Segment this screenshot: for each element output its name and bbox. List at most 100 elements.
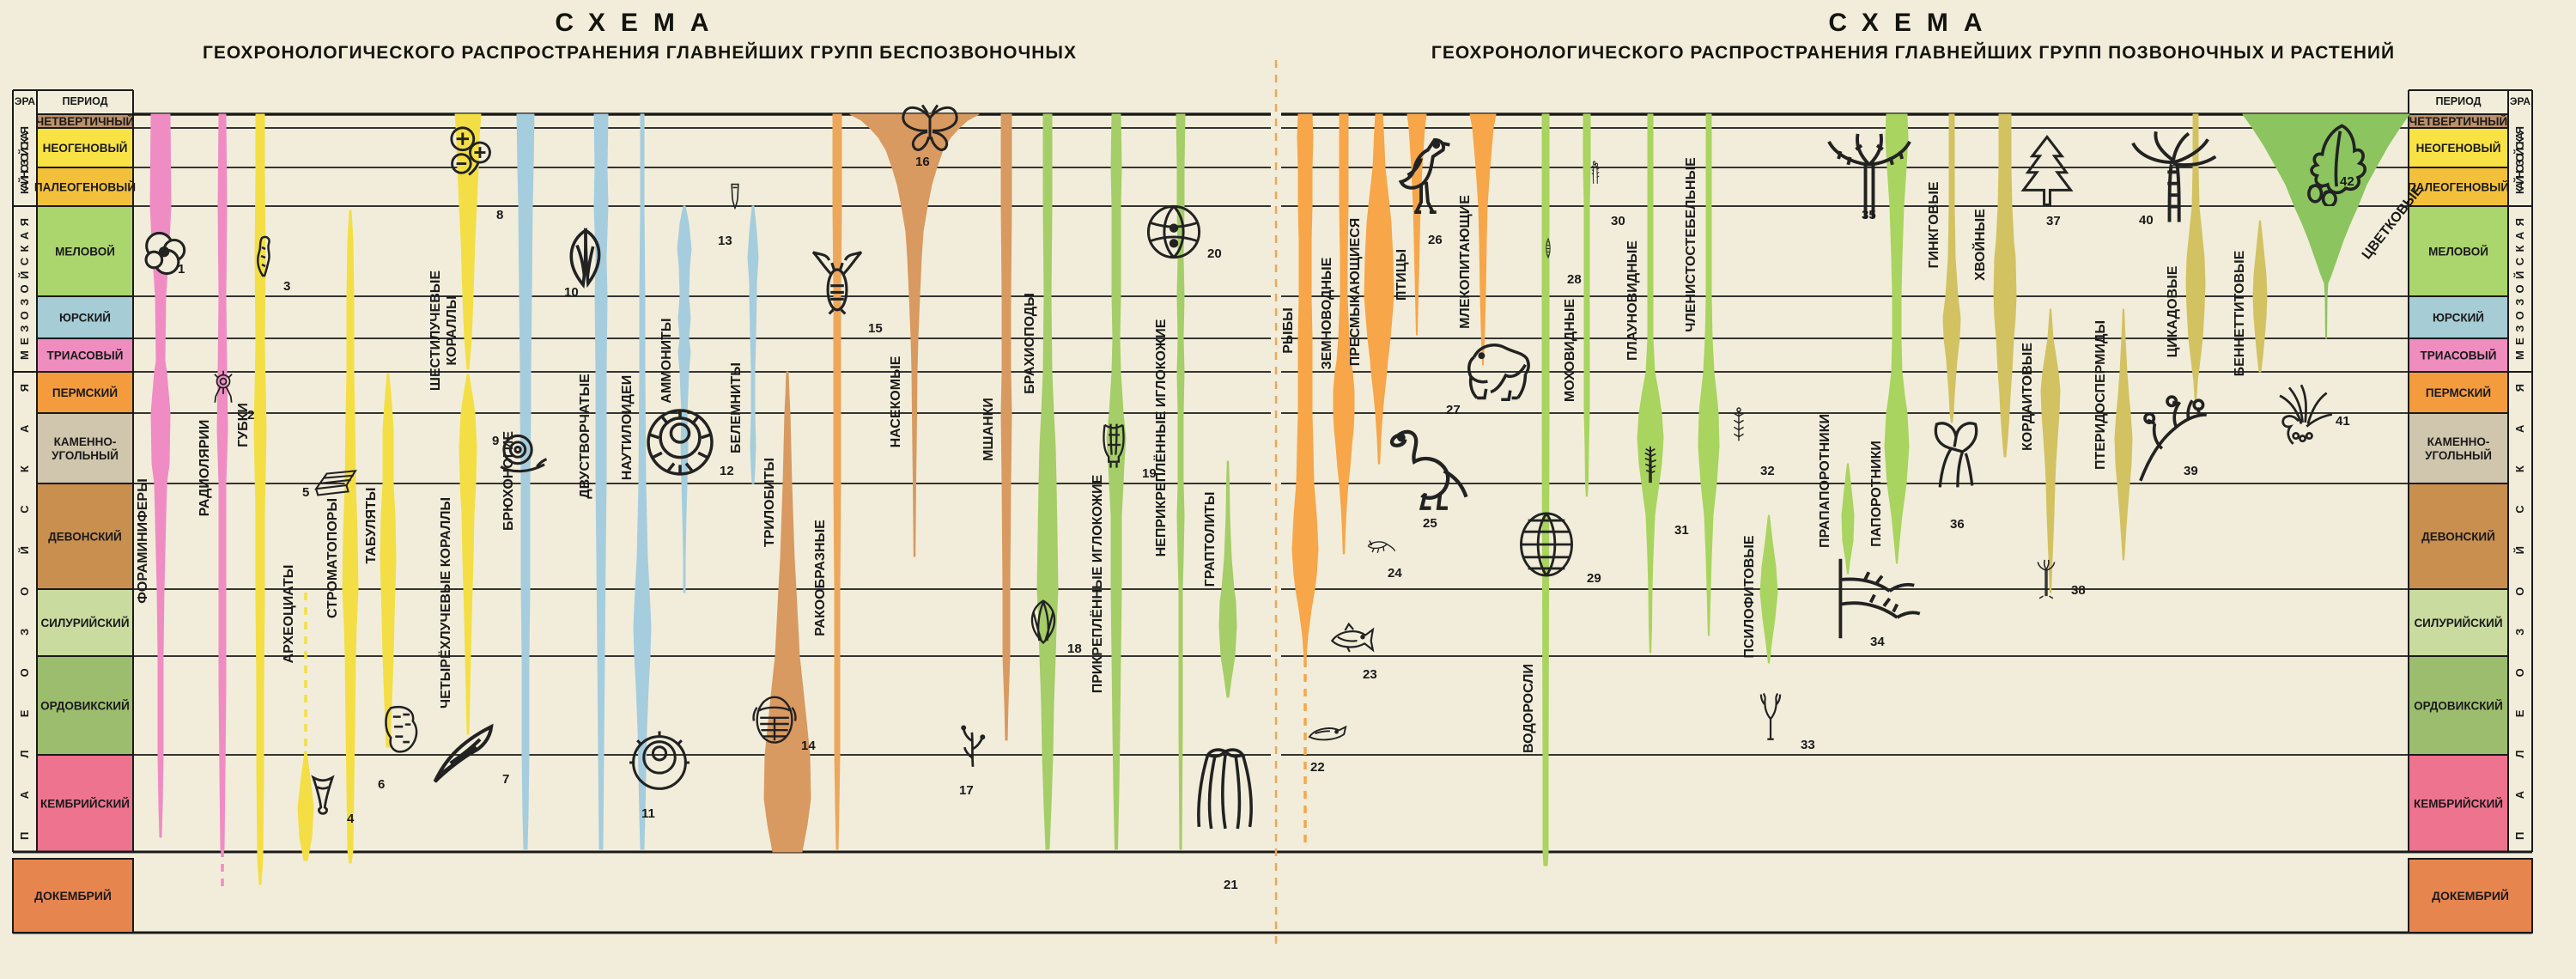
period-label-left-7: КАМЕННО-УГОЛЬНЫЙ [52,435,118,462]
spindle-label-free-echinoderms: НЕПРИКРЕПЛЁННЫЕ ИГЛОКОЖИЕ [1153,319,1169,556]
fossil-icon-salamander-24 [1367,540,1396,553]
fossil-number-26: 26 [1428,233,1443,247]
period-cell-right-6 [2408,371,2509,414]
fossil-icon-fish-23 [1330,622,1375,653]
period-label-right-10: ОРДОВИКСКИЙ [2414,700,2503,713]
precambrian-label-left: ДОКЕМБРИЙ [34,888,112,903]
fossil-number-2: 2 [247,408,254,423]
fossil-number-9: 9 [492,434,499,448]
spindle-radiolaria [216,113,228,891]
period-label-right-4: ЮРСКИЙ [2433,312,2484,325]
spindle-shape-trilobites [763,371,811,853]
fossil-number-31: 31 [1674,523,1689,538]
era-label-right-1: МЕЗОЗОЙСКАЯ [2513,218,2526,360]
fossil-icon-horsetail-32 [1734,407,1744,441]
fossil-number-18: 18 [1067,642,1082,656]
period-label-left-8: ДЕВОНСКИЙ [48,531,122,544]
spindle-shape-free-echinoderms [1176,113,1186,850]
fossil-number-10: 10 [564,285,579,300]
spindle-shape-insects [849,113,980,557]
spindle-label-algae: ВОДОРОСЛИ [1522,664,1536,753]
period-label-left-6: ПЕРМСКИЙ [52,386,118,399]
fossil-icon-crayfish-15 [811,251,863,315]
fossil-icon-jawless-22 [1308,725,1347,741]
spindle-label-ginkgos: ГИНКГОВЫЕ [1927,181,1941,268]
spindle-shape-ferns [1884,113,1910,564]
spindle-shape-reptiles [1364,113,1394,465]
spindle-label-crustaceans: РАКООБРАЗНЫЕ [813,520,828,636]
spindle-label-foraminifera: ФОРАМИНИФЕРЫ [136,478,150,603]
spindle-label-bivalves: ДВУСТВОРЧАТЫЕ [578,374,592,499]
fossil-icon-coralblock-6 [385,706,418,753]
fossil-number-17: 17 [959,783,974,798]
precambrian-cell-left [12,858,134,933]
fossil-number-14: 14 [801,739,816,753]
spindle-label-pteridosperms: ПТЕРИДОСПЕРМИДЫ [2093,320,2108,470]
spindle-label-psilophytes: ПСИЛОФИТОВЫЕ [1742,535,1757,658]
fossil-icon-coralcolony-8 [450,126,491,176]
spindle-bryozoans [1000,113,1012,741]
fossil-icon-snail-9 [500,434,548,473]
fossil-icon-cup-4 [311,775,335,815]
spindle-sponges [253,113,267,885]
spindle-free-echinoderms [1176,113,1186,850]
right-title-sub: ГЕОХРОНОЛОГИЧЕСКОГО РАСПРОСТРАНЕНИЯ ГЛАВ… [1431,43,2396,63]
spindle-flowering-plants [2242,113,2410,339]
fossil-icon-crinoidcup-19 [1103,423,1125,468]
spindle-psilophytes [1759,514,1778,664]
spindle-label-lycopods: ПЛАУНОВИДНЫЕ [1625,240,1640,361]
fossil-icon-mammoth-27 [1467,344,1530,401]
spindle-reptiles [1364,113,1394,465]
spindle-label-bryozoans: МШАНКИ [981,398,996,461]
spindle-shape-mosses [1583,113,1591,497]
spindle-conifers [1993,113,2017,458]
period-label-left-2: ПАЛЕОГЕНОВЫЙ [34,181,136,194]
fossil-icon-spruce-37 [2020,134,2074,207]
fossil-icon-urchin-20 [1146,204,1201,259]
fossil-icon-cycad-41 [2279,384,2333,445]
spindle-label-belemnites: БЕЛЕМНИТЫ [729,362,744,453]
period-cell-left-11 [36,754,134,853]
fossil-number-38: 38 [2071,583,2086,598]
spindle-label-attached-echinoderms: ПРИКРЕПЛЁННЫЕ ИГЛОКОЖИЕ [1090,474,1105,693]
fossil-number-1: 1 [178,262,185,277]
spindle-nautiloids [633,113,652,850]
fossil-number-19: 19 [1142,466,1157,481]
spindle-shape-pteridosperms [2114,308,2133,561]
spindle-shape-bennettites [2252,220,2268,373]
spindle-fish [1291,113,1319,846]
period-header-left: ПЕРИОД [62,95,107,107]
fossil-icon-brachiopod-18 [1030,599,1056,644]
period-label-right-5: ТРИАСОВЫЙ [2421,350,2497,362]
spindle-ferns [1884,113,1910,564]
fossil-icon-palm-40 [2131,131,2217,222]
right-chart-title: СХЕМА ГЕОХРОНОЛОГИЧЕСКОГО РАСПРОСТРАНЕНИ… [1398,9,2428,64]
fossil-number-29: 29 [1587,571,1601,586]
fossil-number-35: 35 [1862,208,1876,222]
fossil-icon-twig-17 [961,725,986,767]
period-label-right-11: КЕМБРИЙСКИЙ [2414,798,2503,811]
spindle-belemnites [747,205,759,484]
spindle-label-bennettites: БЕННЕТТИТОВЫЕ [2233,250,2247,376]
spindle-shape-tabulates [380,373,397,748]
fossil-number-4: 4 [347,812,355,826]
spindle-shape-foraminifera [149,113,172,838]
fossil-number-39: 39 [2184,464,2198,478]
fossil-number-11: 11 [641,806,655,821]
fossil-number-12: 12 [720,464,734,478]
period-label-right-7: КАМЕННО-УГОЛЬНЫЙ [2425,435,2492,462]
spindle-label-cordaites: КОРДАИТОВЫЕ [2020,343,2035,451]
fossil-number-3: 3 [283,279,290,294]
era-label-left-0: КАЙНОЗОЙСКАЯ [18,126,31,194]
spindle-stromatoporoids [342,210,359,864]
spindle-shape-belemnites [747,205,759,484]
period-label-left-11: КЕМБРИЙСКИЙ [40,798,130,811]
fossil-icon-belemnite-13 [731,183,739,210]
spindle-tabulates [380,373,397,748]
fossil-number-15: 15 [868,321,883,336]
fossil-icon-ammonite-12 [647,409,714,476]
spindle-crustaceans [832,113,842,850]
period-cell-right-1 [2408,127,2509,168]
spindle-label-brachiopods: БРАХИОПОДЫ [1023,293,1037,394]
